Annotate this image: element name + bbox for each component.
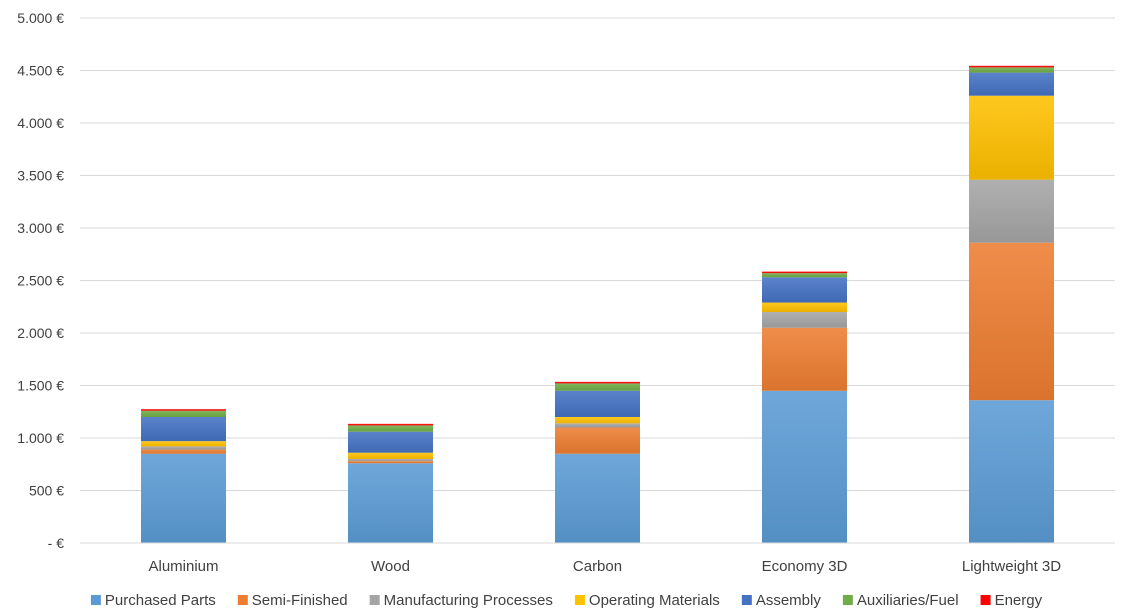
bar-segment-semi-finished <box>141 449 226 454</box>
bar-segment-manufacturing-processes <box>555 423 640 428</box>
x-tick-label: Economy 3D <box>762 558 848 575</box>
legend: Purchased Parts Semi-Finished Manufacturin… <box>90 592 1043 609</box>
y-tick-label: 500 € <box>29 483 64 499</box>
y-tick-label: - € <box>48 535 65 551</box>
legend-swatch <box>574 595 585 605</box>
bar-segment-semi-finished <box>762 327 847 391</box>
bar-segment-energy <box>762 271 847 274</box>
bar-segment-energy <box>141 409 226 411</box>
bar-segment-assembly <box>141 417 226 442</box>
x-tick-label: Wood <box>371 558 410 575</box>
bar-segment-semi-finished <box>969 242 1054 401</box>
bar-segment-operating-materials <box>141 441 226 447</box>
bar-segment-auxiliaries-fuel <box>348 425 433 432</box>
bar-segment-energy <box>969 65 1054 68</box>
bar-segment-purchased-parts <box>555 453 640 543</box>
bar-segment-purchased-parts <box>969 400 1054 543</box>
bar-segment-assembly <box>969 72 1054 96</box>
bar-segment-manufacturing-processes <box>762 312 847 328</box>
bar-segment-energy <box>348 423 433 426</box>
x-tick-label: Aluminium <box>148 558 218 575</box>
legend-swatch <box>369 595 380 605</box>
bar-segment-operating-materials <box>555 417 640 424</box>
bar-segment-auxiliaries-fuel <box>141 410 226 417</box>
bar-segment-manufacturing-processes <box>969 179 1054 243</box>
bar-segment-semi-finished <box>348 461 433 464</box>
legend-label: Energy <box>995 592 1043 609</box>
bar-segment-auxiliaries-fuel <box>969 67 1054 73</box>
legend-label: Assembly <box>756 592 822 609</box>
bar-segment-operating-materials <box>969 95 1054 180</box>
x-tick-label: Lightweight 3D <box>962 558 1061 575</box>
legend-label: Auxiliaries/Fuel <box>857 592 959 609</box>
y-tick-label: 4.500 € <box>17 63 64 79</box>
bar-segment-assembly <box>762 277 847 303</box>
legend-label: Operating Materials <box>589 592 720 609</box>
bar-segment-operating-materials <box>762 302 847 312</box>
x-axis: Aluminium Wood Carbon Economy 3D Lightweight… <box>80 542 1115 575</box>
y-tick-label: 4.000 € <box>17 115 64 131</box>
y-tick-label: 5.000 € <box>17 10 64 26</box>
bar-segment-operating-materials <box>348 452 433 459</box>
y-tick-label: 1.500 € <box>17 378 64 394</box>
gridlines <box>80 17 1115 491</box>
bar-segment-purchased-parts <box>348 463 433 543</box>
legend-swatch <box>741 595 752 605</box>
bar-segment-energy <box>555 381 640 384</box>
bar-segment-purchased-parts <box>141 453 226 543</box>
legend-swatch <box>842 595 853 605</box>
y-tick-label: 2.500 € <box>17 273 64 289</box>
legend-label: Manufacturing Processes <box>384 592 553 609</box>
legend-swatch <box>980 595 991 605</box>
legend-swatch <box>237 595 248 605</box>
bar-segment-manufacturing-processes <box>348 459 433 462</box>
y-axis: - € 500 € 1.000 € 1.500 € 2.000 € 2.500 € 3.00… <box>17 10 64 551</box>
legend-label: Purchased Parts <box>105 592 216 609</box>
y-tick-label: 2.000 € <box>17 325 64 341</box>
y-tick-label: 3.500 € <box>17 168 64 184</box>
x-tick-label: Carbon <box>573 558 622 575</box>
bar-segment-assembly <box>348 431 433 453</box>
bar-segment-assembly <box>555 390 640 417</box>
legend-swatch <box>90 595 101 605</box>
legend-label: Semi-Finished <box>252 592 348 609</box>
bars <box>141 65 1054 543</box>
bar-segment-auxiliaries-fuel <box>555 383 640 391</box>
bar-segment-manufacturing-processes <box>141 446 226 450</box>
bar-segment-semi-finished <box>555 427 640 454</box>
bar-segment-purchased-parts <box>762 390 847 543</box>
bar-segment-auxiliaries-fuel <box>762 273 847 278</box>
y-tick-label: 3.000 € <box>17 220 64 236</box>
y-tick-label: 1.000 € <box>17 430 64 446</box>
